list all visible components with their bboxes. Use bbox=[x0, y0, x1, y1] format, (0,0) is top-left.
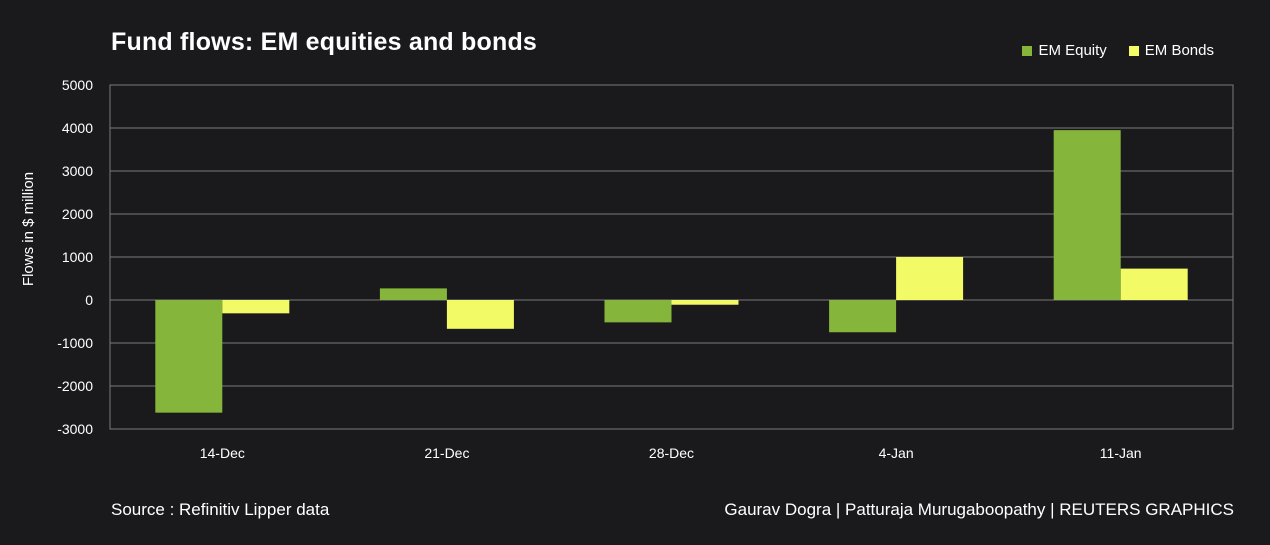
bar-em-equity bbox=[155, 300, 223, 413]
bar-em-bonds bbox=[1120, 268, 1188, 300]
x-tick-label: 11-Jan bbox=[1100, 445, 1142, 461]
bar-em-bonds bbox=[446, 300, 514, 329]
y-tick-label: -3000 bbox=[57, 421, 93, 437]
chart-title: Fund flows: EM equities and bonds bbox=[111, 28, 538, 56]
bar-em-equity bbox=[1053, 130, 1121, 300]
legend-item-equity: EM Equity bbox=[1022, 42, 1107, 59]
y-tick-label: -1000 bbox=[57, 335, 93, 351]
bar-em-bonds bbox=[671, 300, 739, 305]
y-tick-label: 3000 bbox=[62, 163, 93, 179]
bar-em-bonds bbox=[896, 257, 964, 300]
bar-em-equity bbox=[829, 300, 897, 333]
bar-em-equity bbox=[379, 288, 447, 300]
legend-label-equity: EM Equity bbox=[1038, 42, 1107, 59]
y-axis-label: Flows in $ million bbox=[20, 172, 37, 286]
credit-line: Gaurav Dogra | Patturaja Murugaboopathy … bbox=[724, 500, 1234, 519]
x-tick-label: 4-Jan bbox=[879, 445, 914, 461]
legend-swatch-bonds bbox=[1128, 45, 1139, 56]
y-tick-label: 0 bbox=[85, 292, 93, 308]
legend: EM Equity EM Bonds bbox=[1022, 42, 1214, 59]
x-tick-label: 21-Dec bbox=[424, 445, 469, 461]
y-tick-label: 4000 bbox=[62, 120, 93, 136]
bar-em-bonds bbox=[222, 300, 290, 314]
legend-item-bonds: EM Bonds bbox=[1128, 42, 1214, 59]
y-tick-label: 2000 bbox=[62, 206, 93, 222]
legend-swatch-equity bbox=[1022, 45, 1033, 56]
y-tick-label: 1000 bbox=[62, 249, 93, 265]
y-tick-label: 5000 bbox=[62, 77, 93, 93]
bar-em-equity bbox=[604, 300, 672, 323]
source-note: Source : Refinitiv Lipper data bbox=[111, 500, 330, 519]
x-tick-label: 28-Dec bbox=[649, 445, 694, 461]
y-tick-label: -2000 bbox=[57, 378, 93, 394]
legend-label-bonds: EM Bonds bbox=[1144, 42, 1214, 59]
x-tick-label: 14-Dec bbox=[200, 445, 245, 461]
